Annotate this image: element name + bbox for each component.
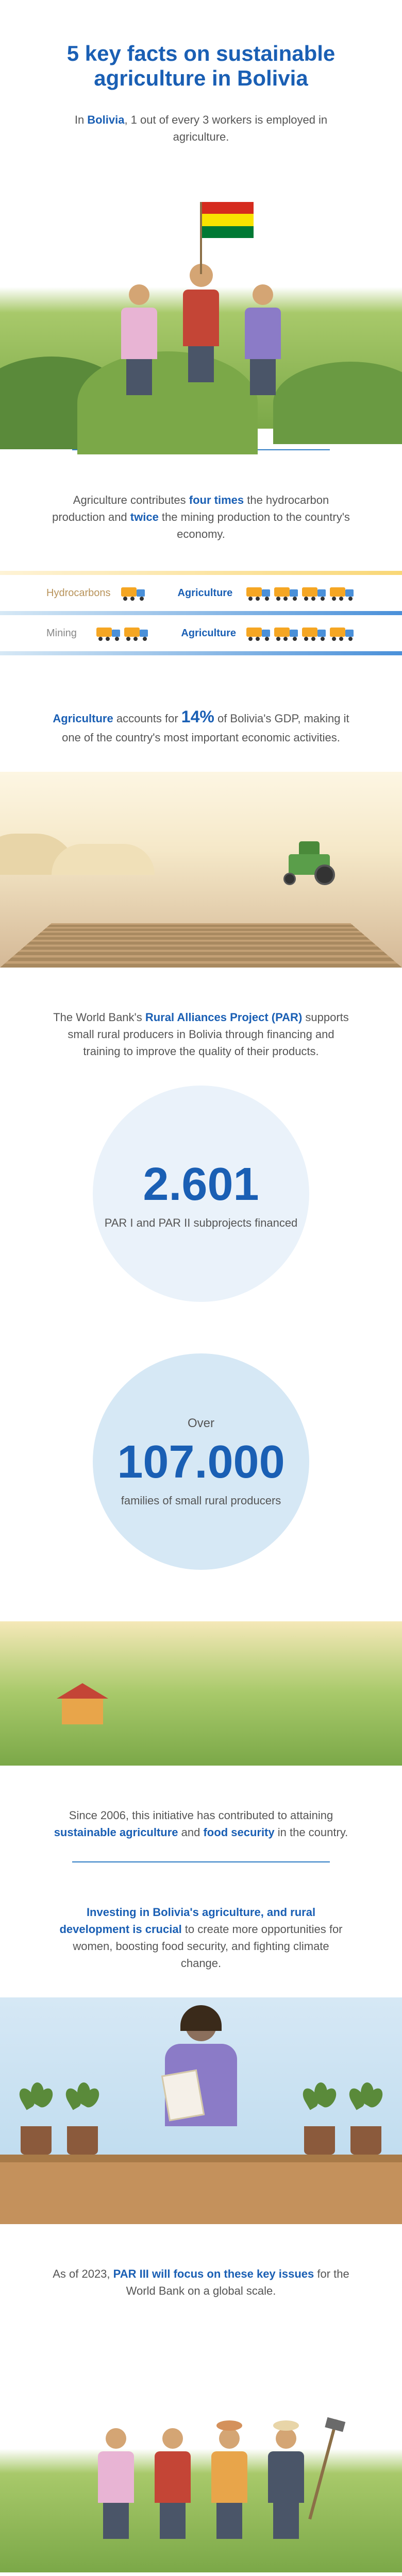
stat2-label: families of small rural producers — [121, 1494, 281, 1507]
plant-pot-icon — [21, 2126, 52, 2155]
farmer-icon — [93, 2428, 139, 2541]
stat1-label: PAR I and PAR II subprojects financed — [105, 1216, 298, 1230]
fact2-suffix: the mining production to the country's e… — [159, 511, 350, 540]
fact5-m1: and — [178, 1826, 204, 1839]
fact7-b1: PAR III will focus on these key issues — [113, 2267, 314, 2280]
farmer-hat-icon — [206, 2428, 253, 2541]
fact2-b2: twice — [130, 511, 159, 523]
divider — [72, 1861, 330, 1862]
agriculture-label-1: Agriculture — [178, 587, 236, 599]
fact1-prefix: In — [75, 113, 87, 126]
fact5-text: Since 2006, this initiative has contribu… — [0, 1807, 402, 1841]
mining-trucks — [96, 625, 150, 641]
fact5-b2: food security — [203, 1826, 274, 1839]
hydrocarbons-row: Hydrocarbons Agriculture — [46, 585, 356, 601]
woman-clipboard-icon — [155, 2010, 247, 2155]
fact5-b1: sustainable agriculture — [54, 1826, 178, 1839]
mining-row: Mining Agriculture — [46, 625, 356, 641]
fact1-suffix: , 1 out of every 3 workers is employed i… — [124, 113, 327, 143]
tractor-field-illustration — [0, 772, 402, 968]
farmers-group-illustration — [0, 2325, 402, 2572]
sector-divider — [0, 571, 402, 575]
tractor-icon — [278, 844, 340, 885]
bolivia-flag-icon — [200, 202, 202, 274]
farm-house-illustration — [0, 1621, 402, 1766]
fact2-b1: four times — [189, 494, 244, 506]
fact6-text: Investing in Bolivia's agriculture, and … — [0, 1904, 402, 1972]
fact3-percent: 14% — [181, 707, 214, 726]
farmer-rake-icon — [263, 2428, 309, 2541]
fact1-text: In Bolivia, 1 out of every 3 workers is … — [0, 111, 402, 145]
stat-circle-2: Over 107.000 families of small rural pro… — [93, 1353, 309, 1570]
stat1-number: 2.601 — [143, 1158, 259, 1211]
sector-divider — [0, 651, 402, 655]
fact4-b1: Rural Alliances Project (PAR) — [145, 1011, 302, 1024]
hydro-trucks — [121, 585, 147, 601]
fact7-prefix: As of 2023, — [53, 2267, 113, 2280]
farmer-man-center — [178, 264, 224, 398]
plant-pot-icon — [350, 2126, 381, 2155]
hydrocarbons-label: Hydrocarbons — [46, 587, 111, 599]
fact2-prefix: Agriculture contributes — [73, 494, 189, 506]
farmer-icon — [149, 2428, 196, 2541]
fact3-m1: accounts for — [113, 712, 181, 725]
mining-label: Mining — [46, 628, 86, 639]
fact5-suffix: in the country. — [275, 1826, 348, 1839]
fact3-text: Agriculture accounts for 14% of Bolivia'… — [0, 704, 402, 746]
agriculture-label-2: Agriculture — [181, 628, 236, 639]
main-title: 5 key facts on sustainable agriculture i… — [0, 41, 402, 91]
stat-circle-1: 2.601 PAR I and PAR II subprojects finan… — [93, 1086, 309, 1302]
fact5-prefix: Since 2006, this initiative has contribu… — [69, 1809, 333, 1822]
stat2-over: Over — [188, 1416, 214, 1431]
fact1-bold: Bolivia — [87, 113, 124, 126]
woman-plants-illustration — [0, 1997, 402, 2224]
plant-pot-icon — [304, 2126, 335, 2155]
farmer-right — [240, 284, 286, 398]
fact3-b1: Agriculture — [53, 712, 113, 725]
fact7-text: As of 2023, PAR III will focus on these … — [0, 2265, 402, 2299]
fact4-text: The World Bank's Rural Alliances Project… — [0, 1009, 402, 1060]
agri-trucks-2 — [246, 625, 356, 641]
stat2-number: 107.000 — [117, 1436, 284, 1489]
fact2-text: Agriculture contributes four times the h… — [0, 492, 402, 543]
plant-pot-icon — [67, 2126, 98, 2155]
fact4-prefix: The World Bank's — [53, 1011, 145, 1024]
farmer-woman-left — [116, 284, 162, 398]
agri-trucks-1 — [246, 585, 356, 601]
sector-divider — [0, 611, 402, 615]
farmers-flag-illustration — [0, 171, 402, 429]
